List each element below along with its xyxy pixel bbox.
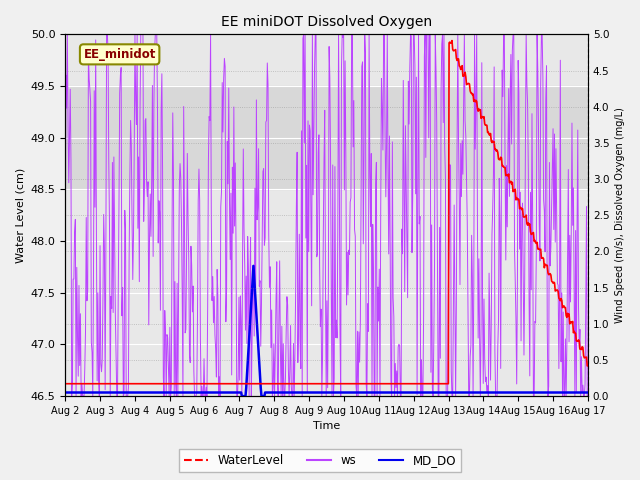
Title: EE miniDOT Dissolved Oxygen: EE miniDOT Dissolved Oxygen bbox=[221, 15, 432, 29]
Legend: WaterLevel, ws, MD_DO: WaterLevel, ws, MD_DO bbox=[179, 449, 461, 472]
Text: EE_minidot: EE_minidot bbox=[83, 48, 156, 61]
X-axis label: Time: Time bbox=[313, 421, 340, 432]
Y-axis label: Water Level (cm): Water Level (cm) bbox=[15, 168, 25, 263]
Y-axis label: Wind Speed (m/s), Dissolved Oxygen (mg/L): Wind Speed (m/s), Dissolved Oxygen (mg/L… bbox=[615, 108, 625, 323]
Bar bbox=[65, 86, 588, 190]
